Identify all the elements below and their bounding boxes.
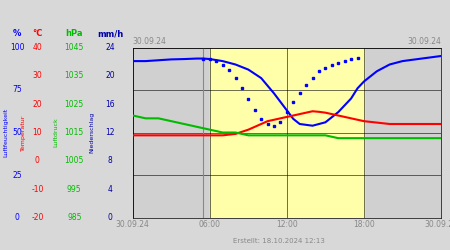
- Text: 12: 12: [105, 128, 115, 137]
- Text: 1045: 1045: [64, 43, 84, 52]
- Text: 0: 0: [15, 213, 19, 222]
- Text: Erstellt: 18.10.2024 12:13: Erstellt: 18.10.2024 12:13: [233, 238, 325, 244]
- Text: 20: 20: [105, 71, 115, 80]
- Text: 10: 10: [32, 128, 42, 137]
- Text: 30.09.24: 30.09.24: [407, 37, 441, 46]
- Text: 50: 50: [12, 128, 22, 137]
- Text: 0: 0: [35, 156, 40, 165]
- Text: 20: 20: [32, 100, 42, 109]
- Text: 1035: 1035: [64, 71, 84, 80]
- Text: %: %: [13, 29, 21, 38]
- Text: Luftdruck: Luftdruck: [54, 118, 59, 147]
- Text: Niederschlag: Niederschlag: [90, 112, 95, 153]
- Text: 30.09.24: 30.09.24: [133, 37, 166, 46]
- Text: hPa: hPa: [66, 29, 83, 38]
- Text: mm/h: mm/h: [97, 29, 123, 38]
- Text: 24: 24: [105, 43, 115, 52]
- Bar: [210, 48, 364, 217]
- Text: -20: -20: [31, 213, 44, 222]
- Text: 100: 100: [10, 43, 24, 52]
- Text: 0: 0: [108, 213, 112, 222]
- Text: 1005: 1005: [64, 156, 84, 165]
- Text: 40: 40: [32, 43, 42, 52]
- Text: 75: 75: [12, 86, 22, 94]
- Text: Luftfeuchtigkeit: Luftfeuchtigkeit: [3, 108, 9, 157]
- Text: 25: 25: [12, 170, 22, 179]
- Text: -10: -10: [31, 185, 44, 194]
- Text: Temperatur: Temperatur: [21, 114, 26, 151]
- Text: °C: °C: [32, 29, 43, 38]
- Text: 985: 985: [67, 213, 81, 222]
- Text: 1025: 1025: [65, 100, 84, 109]
- Text: 4: 4: [108, 185, 112, 194]
- Text: 30: 30: [32, 71, 42, 80]
- Text: 1015: 1015: [65, 128, 84, 137]
- Text: 995: 995: [67, 185, 81, 194]
- Text: 16: 16: [105, 100, 115, 109]
- Text: 8: 8: [108, 156, 112, 165]
